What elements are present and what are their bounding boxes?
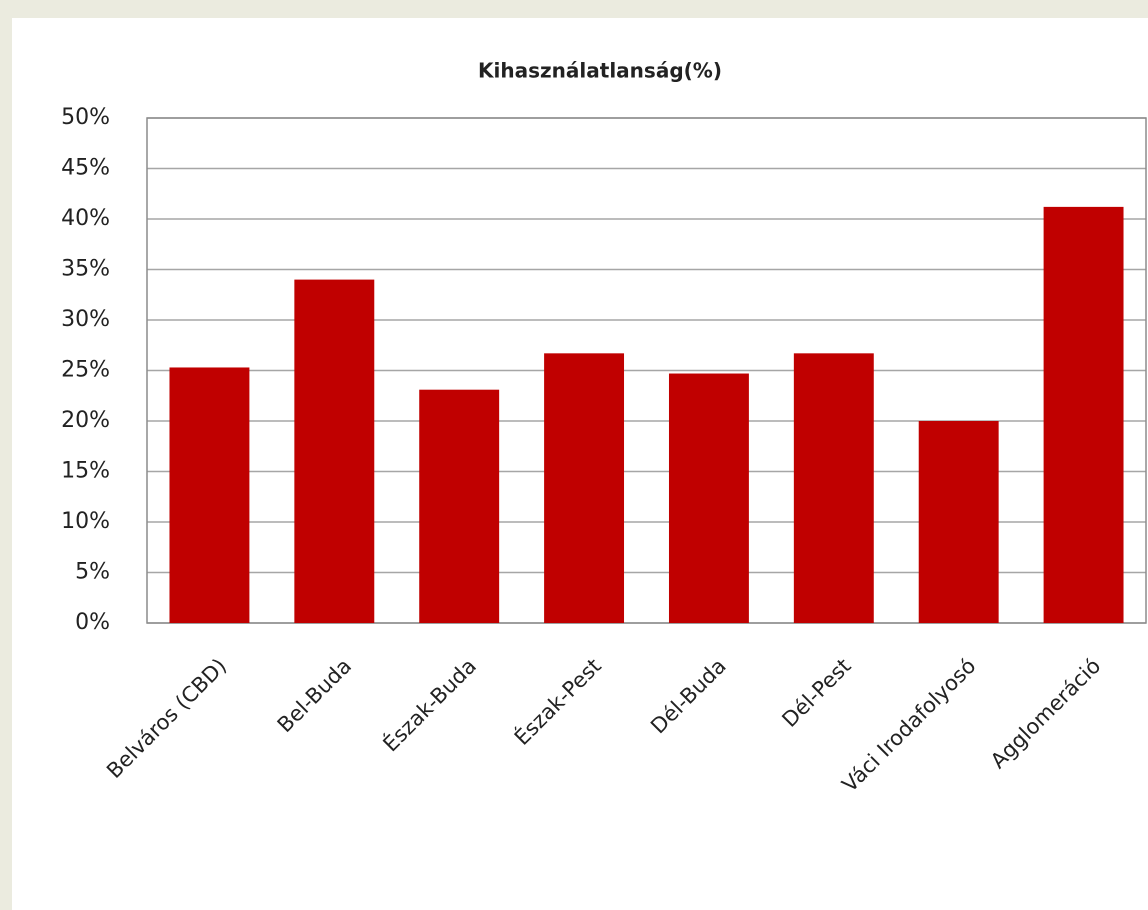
bar xyxy=(918,421,999,623)
y-tick-label: 25% xyxy=(61,358,110,383)
y-tick-label: 30% xyxy=(61,307,110,332)
bar xyxy=(294,279,375,623)
chart-title: Kihasználatlanság(%) xyxy=(478,59,722,83)
bar xyxy=(544,353,625,623)
y-tick-label: 20% xyxy=(61,408,110,433)
y-tick-label: 10% xyxy=(61,509,110,534)
y-tick-label: 5% xyxy=(75,560,110,585)
plot-border xyxy=(146,117,1147,624)
bar xyxy=(169,367,250,623)
y-tick-label: 50% xyxy=(61,105,110,130)
bar xyxy=(419,389,500,623)
y-tick-label: 40% xyxy=(61,206,110,231)
bar xyxy=(668,373,749,623)
bar xyxy=(793,353,874,623)
y-tick-label: 0% xyxy=(75,610,110,635)
y-tick-label: 45% xyxy=(61,156,110,181)
bar xyxy=(1043,206,1124,623)
y-tick-label: 15% xyxy=(61,459,110,484)
y-tick-label: 35% xyxy=(61,257,110,282)
